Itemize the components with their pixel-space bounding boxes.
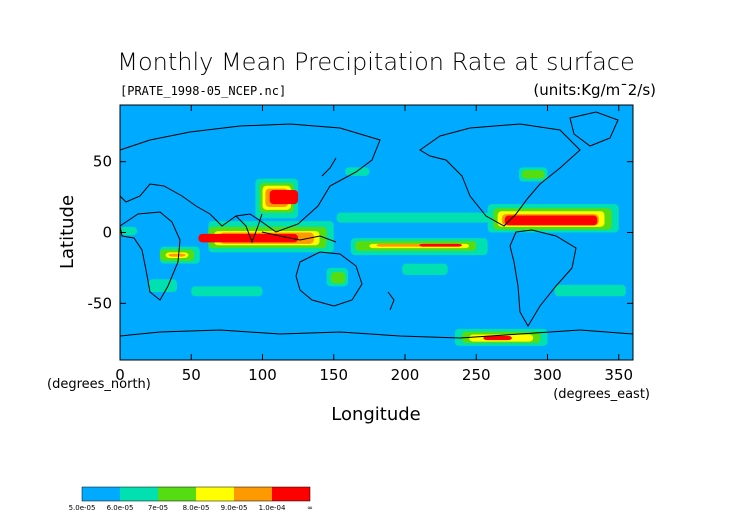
coastlines	[120, 111, 633, 339]
y-tick-label: 50	[93, 153, 112, 171]
precip-region-level-5	[483, 335, 512, 341]
y-unit-note: (degrees_north)	[47, 377, 151, 392]
precip-region-level-5	[504, 215, 598, 226]
colorbar-swatch	[158, 487, 196, 501]
y-tick-label: 0	[102, 224, 112, 242]
source-file-label: [PRATE_1998-05_NCEP.nc]	[120, 84, 286, 98]
colorbar-frame	[81, 486, 311, 502]
precip-region-level-1	[554, 284, 626, 297]
x-tick-label: 0	[115, 366, 125, 384]
colorbar: 5.0e-05 6.0e-05 7e-05 8.0e-05 9.0e-05 1.0e-04…	[69, 486, 313, 512]
precip-region-level-4	[168, 253, 186, 257]
precipitation-regions	[120, 167, 626, 346]
precip-region-level-1	[120, 226, 138, 236]
coastline-africa	[120, 211, 181, 301]
coastline-indonesia	[261, 231, 337, 243]
precip-region-level-5	[198, 233, 299, 243]
x-tick-label: 250	[462, 366, 491, 384]
x-tick-label: 50	[182, 366, 201, 384]
colorbar-swatch	[234, 487, 272, 501]
colorbar-label: 5.0e-05	[69, 504, 96, 512]
x-tick-label: 100	[248, 366, 277, 384]
precip-region-level-1	[148, 279, 177, 292]
units-label: (units:Kg/m¯2/s)	[533, 81, 656, 99]
x-unit-note: (degrees_east)	[553, 387, 650, 402]
coastline-japan	[321, 157, 337, 177]
precip-region-level-2	[521, 170, 545, 179]
x-tick-label: 350	[604, 366, 633, 384]
colorbar-label: ∞	[307, 504, 313, 512]
y-axis-ticks: -50 0 50	[88, 153, 633, 312]
coastline-antarctica	[120, 329, 633, 339]
coastline-australia	[295, 251, 363, 307]
colorbar-label: 7e-05	[148, 504, 168, 512]
precip-region-level-1	[336, 212, 498, 223]
colorbar-label: 9.0e-05	[221, 504, 248, 512]
y-axis-label: Latitude	[57, 195, 78, 269]
precip-region-level-1	[402, 263, 448, 275]
coastline-north-america	[419, 123, 581, 227]
coastline-india	[235, 213, 263, 244]
colorbar-swatch	[196, 487, 234, 501]
precip-region-level-5	[419, 243, 462, 247]
colorbar-label: 6.0e-05	[107, 504, 134, 512]
coastline-eurasia	[120, 123, 381, 233]
x-axis-label: Longitude	[331, 404, 421, 425]
coastline-greenland	[569, 111, 619, 147]
colorbar-label: 8.0e-05	[183, 504, 210, 512]
precip-region-level-1	[191, 286, 263, 297]
x-tick-label: 200	[391, 366, 420, 384]
precip-region-level-2	[330, 272, 346, 284]
x-tick-label: 300	[533, 366, 562, 384]
y-tick-label: -50	[88, 294, 113, 312]
coastline-new-zealand	[387, 291, 395, 311]
x-axis-ticks: 0 50 100 150 200 250 300 350	[115, 105, 633, 384]
precip-region-level-5	[269, 190, 299, 205]
chart-title: Monthly Mean Precipitation Rate at surfa…	[117, 48, 635, 76]
colorbar-swatch	[82, 487, 120, 501]
colorbar-swatch	[272, 487, 310, 501]
x-tick-label: 150	[319, 366, 348, 384]
colorbar-swatch	[120, 487, 158, 501]
colorbar-label: 1.0e-04	[259, 504, 286, 512]
coastline-south-america	[509, 229, 577, 327]
